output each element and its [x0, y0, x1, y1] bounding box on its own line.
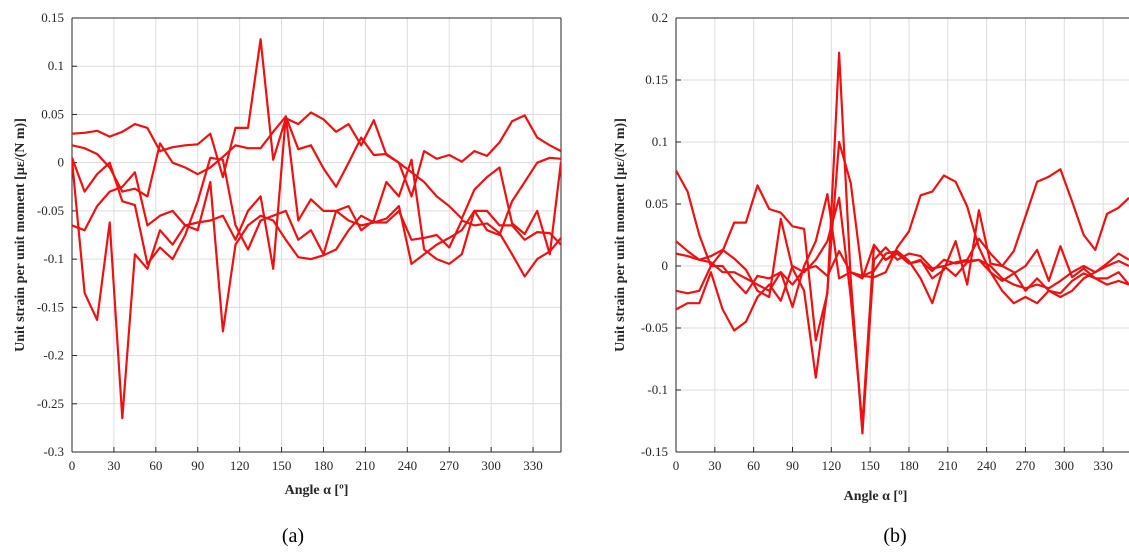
panel-caption: (b): [883, 525, 906, 547]
y-tick-label: -0.05: [37, 203, 64, 218]
x-tick-label: 90: [786, 458, 799, 473]
series-line-4: [676, 196, 1129, 426]
series-line-4: [72, 159, 561, 420]
x-tick-label: 210: [938, 458, 958, 473]
x-tick-label: 270: [439, 458, 459, 473]
x-tick-label: 90: [191, 458, 204, 473]
y-tick-label: 0.1: [48, 58, 64, 73]
x-tick-label: 120: [822, 458, 842, 473]
series-group: [676, 51, 1129, 435]
y-tick-label: -0.05: [641, 320, 668, 335]
chart-panel-a: 0 30 60 90 120 150 180 210 240 270 300 330 -0.3 -0.25…: [13, 10, 562, 547]
x-tick-label: 300: [1055, 458, 1075, 473]
x-tick-label: 60: [747, 458, 760, 473]
y-tick-label: 0.05: [41, 106, 64, 121]
x-tick-label: 180: [899, 458, 919, 473]
y-axis-label: Unit strain per unit moment [με/(N m)]: [613, 118, 628, 352]
y-tick-label: -0.15: [641, 444, 668, 459]
series-line-1: [676, 51, 1129, 435]
x-tick-label: 60: [149, 458, 162, 473]
y-tick-label: 0.1: [652, 134, 668, 149]
panel-caption: (a): [282, 525, 304, 547]
y-tick-label: -0.3: [43, 444, 64, 459]
x-tick-label: 180: [314, 458, 334, 473]
series-line-5: [72, 115, 561, 270]
series-line-3: [72, 156, 561, 278]
series-line-2: [72, 115, 561, 256]
x-tick-label: 150: [272, 458, 292, 473]
chart-panel-b: 0 30 60 90 120 150 180 210 240 270 300 330 -0.15 -0.1…: [613, 10, 1129, 547]
y-tick-label: 0: [662, 258, 669, 273]
series-line-2: [676, 140, 1129, 379]
x-tick-label: 0: [673, 458, 680, 473]
series-line-1: [72, 38, 561, 198]
x-tick-label: 30: [107, 458, 120, 473]
x-tick-label: 330: [523, 458, 543, 473]
x-tick-label: 270: [1016, 458, 1036, 473]
x-axis-label: Angle α [º]: [285, 483, 349, 498]
y-axis-label: Unit strain per unit moment [με/(N m)]: [13, 118, 28, 352]
x-tick-label: 210: [356, 458, 376, 473]
y-tick-label: -0.1: [43, 251, 64, 266]
series-group: [72, 38, 561, 420]
x-tick-label: 240: [977, 458, 997, 473]
series-line-5: [676, 250, 1129, 295]
y-tick-label: -0.2: [43, 348, 64, 363]
x-tick-label: 0: [69, 458, 76, 473]
y-tick-label: 0.15: [645, 72, 668, 87]
x-tick-label: 120: [230, 458, 250, 473]
y-tick-label: 0.15: [41, 10, 64, 25]
y-tick-label: 0: [58, 155, 65, 170]
y-tick-label: 0.2: [652, 10, 668, 25]
x-tick-label: 330: [1093, 458, 1113, 473]
y-tick-label: 0.05: [645, 196, 668, 211]
y-tick-label: -0.1: [647, 382, 668, 397]
x-tick-label: 30: [708, 458, 721, 473]
x-tick-label: 150: [860, 458, 880, 473]
x-axis-label: Angle α [º]: [844, 489, 908, 504]
y-tick-label: -0.15: [37, 299, 64, 314]
x-tick-label: 300: [481, 458, 501, 473]
x-tick-label: 240: [398, 458, 418, 473]
y-tick-label: -0.25: [37, 396, 64, 411]
